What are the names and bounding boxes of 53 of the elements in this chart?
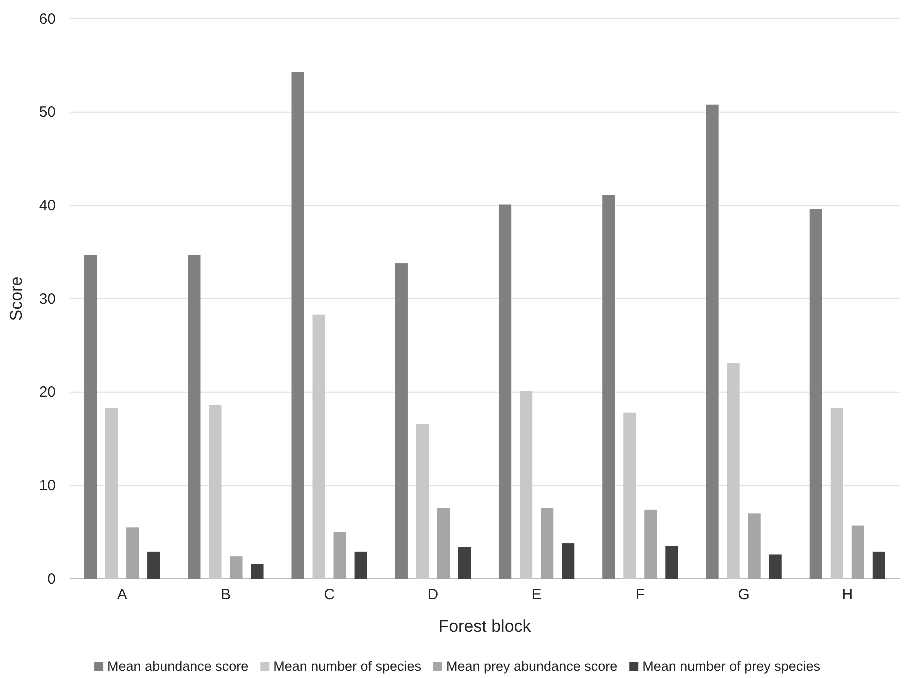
y-tick-label: 40 (39, 197, 56, 214)
bar (292, 72, 304, 579)
x-tick-label: G (738, 586, 750, 604)
y-tick-label: 20 (39, 384, 56, 402)
bar (706, 104, 719, 579)
legend-label: Mean number of prey species (642, 659, 821, 674)
bar (666, 546, 678, 579)
bar (209, 405, 222, 579)
bar (126, 528, 140, 579)
bar (769, 554, 782, 579)
bar (437, 508, 450, 579)
bar (748, 514, 761, 579)
bar (810, 209, 822, 579)
bar (106, 408, 118, 579)
bar (354, 552, 368, 579)
bar (727, 363, 740, 579)
y-axis-title: Score (7, 276, 26, 322)
x-axis-title: Forest block (438, 617, 532, 636)
bar (188, 255, 201, 579)
bar (251, 564, 264, 579)
bar (830, 408, 844, 579)
x-tick-label: B (220, 586, 231, 604)
bar (872, 552, 886, 579)
x-tick-label: C (324, 586, 336, 604)
bar (395, 264, 408, 579)
bar (148, 552, 160, 579)
x-tick-label: D (428, 586, 439, 604)
bar (334, 532, 346, 579)
legend-label: Mean prey abundance score (446, 659, 618, 674)
bar (644, 510, 658, 579)
bar (541, 508, 554, 579)
bar (458, 547, 472, 579)
bar (602, 195, 616, 579)
x-tick-label: H (842, 586, 854, 604)
y-tick-label: 10 (39, 477, 56, 494)
bar (312, 314, 326, 579)
y-tick-label: 0 (48, 570, 56, 588)
legend-label: Mean abundance score (108, 659, 249, 674)
x-tick-label: F (636, 586, 646, 604)
x-tick-label: A (117, 586, 128, 604)
bar (84, 255, 98, 579)
bar (498, 204, 512, 579)
y-tick-label: 60 (39, 10, 56, 28)
bar (520, 391, 533, 579)
y-tick-label: 50 (39, 104, 56, 122)
bar (562, 544, 575, 579)
y-tick-label: 30 (39, 290, 56, 308)
x-tick-label: E (532, 586, 542, 604)
legend-label: Mean number of species (274, 659, 422, 674)
bar (230, 556, 243, 579)
bar (624, 412, 636, 579)
bar (852, 526, 864, 579)
bar (416, 424, 429, 579)
